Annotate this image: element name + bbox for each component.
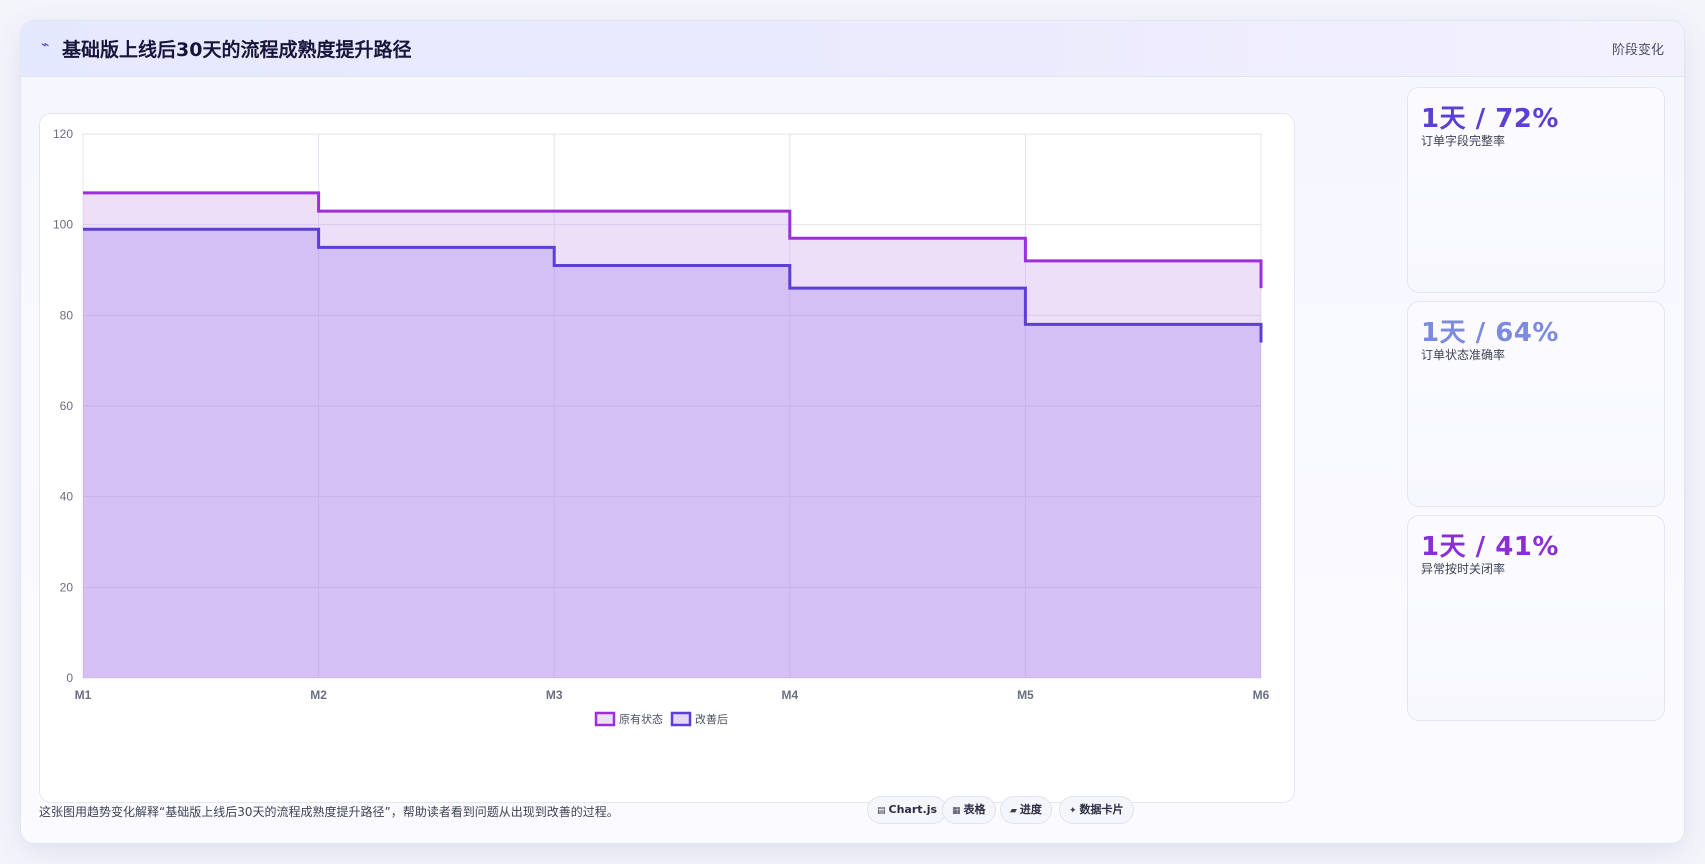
y-tick-label: 80 xyxy=(60,308,74,322)
stat-card-exception-close-rate: 1天 / 41% 异常按时关闭率 xyxy=(1407,515,1665,721)
chip-progress[interactable]: ▰ 进度 xyxy=(1000,796,1052,824)
chart-container: 0 20 40 60 80 100 120 M1 M2 M3 M4 M5 M6 原有状态 改善后 xyxy=(39,113,1295,803)
page-title: 基础版上线后30天的流程成熟度提升路径 xyxy=(62,39,412,61)
stat-value: 1天 / 72% xyxy=(1421,104,1559,134)
wave-icon: ⌁ xyxy=(41,37,50,53)
legend-label: 原有状态 xyxy=(619,712,663,726)
chip-label: 表格 xyxy=(963,803,986,816)
table-icon: ▦ xyxy=(952,806,961,816)
series-line xyxy=(83,227,1263,343)
stat-value: 1天 / 41% xyxy=(1421,532,1559,562)
chart-icon: ▤ xyxy=(877,806,886,816)
x-tick-label: M5 xyxy=(1017,688,1034,702)
progress-icon: ▰ xyxy=(1010,806,1017,816)
card-icon: ✦ xyxy=(1069,806,1077,816)
chart-card: ⌁ 基础版上线后30天的流程成熟度提升路径 阶段变化 0 20 40 60 80 100 1… xyxy=(20,20,1685,844)
x-tick-label: M6 xyxy=(1253,688,1270,702)
chip-table[interactable]: ▦ 表格 xyxy=(942,796,996,824)
step-area-chart: 0 20 40 60 80 100 120 M1 M2 M3 M4 M5 M6 原有状态 改善后 xyxy=(53,127,1270,727)
x-tick-label: M2 xyxy=(310,688,327,702)
y-tick-label: 40 xyxy=(60,490,74,504)
x-tick-label: M3 xyxy=(546,688,563,702)
stat-value: 1天 / 64% xyxy=(1421,318,1559,348)
y-tick-label: 0 xyxy=(66,671,73,685)
chip-chartjs[interactable]: ▤ Chart.js xyxy=(867,796,948,824)
stat-card-field-completeness: 1天 / 72% 订单字段完整率 xyxy=(1407,87,1665,293)
card-header: ⌁ 基础版上线后30天的流程成熟度提升路径 阶段变化 xyxy=(21,21,1684,77)
stat-card-status-accuracy: 1天 / 64% 订单状态准确率 xyxy=(1407,301,1665,507)
y-tick-label: 120 xyxy=(53,127,73,141)
chip-data-card[interactable]: ✦ 数据卡片 xyxy=(1059,796,1134,824)
legend-swatch xyxy=(670,711,692,727)
chart-description: 这张图用趋势变化解释“基础版上线后30天的流程成熟度提升路径”，帮助读者看到问题… xyxy=(39,805,619,819)
x-tick-label: M1 xyxy=(75,688,92,702)
x-tick-label: M4 xyxy=(781,688,798,702)
stat-label: 异常按时关闭率 xyxy=(1421,562,1506,576)
stat-label: 订单字段完整率 xyxy=(1421,134,1506,148)
chip-label: 进度 xyxy=(1019,803,1042,816)
series-line xyxy=(83,191,1263,289)
series-area xyxy=(83,192,1261,678)
chip-label: Chart.js xyxy=(888,803,938,816)
phase-tag: 阶段变化 xyxy=(1611,43,1664,58)
y-tick-label: 100 xyxy=(53,218,73,232)
stat-label: 订单状态准确率 xyxy=(1421,348,1506,362)
card-body: 0 20 40 60 80 100 120 M1 M2 M3 M4 M5 M6 原有状态 改善后 1天 / … xyxy=(21,77,1684,843)
series-area xyxy=(83,229,1261,678)
legend-swatch xyxy=(594,711,616,727)
y-tick-label: 20 xyxy=(60,580,74,594)
chip-label: 数据卡片 xyxy=(1079,803,1124,816)
y-tick-label: 60 xyxy=(60,399,74,413)
legend-label: 改善后 xyxy=(695,712,728,726)
